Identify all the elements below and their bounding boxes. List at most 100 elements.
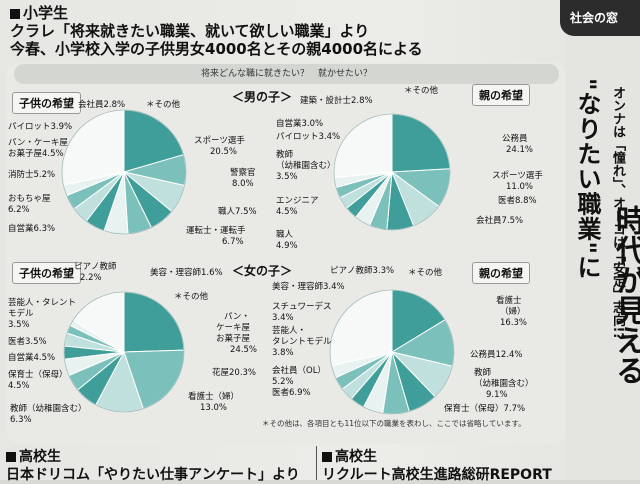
pie-outline	[61, 109, 187, 235]
footnote: ＊その他は、各項目とも11位以下の職業を表わし、ここでは省略しています。	[262, 419, 526, 428]
label: 消防士5.2%	[8, 170, 56, 180]
label: ピアノ教師3.3%	[330, 266, 395, 276]
label: 13.0%	[200, 403, 228, 413]
pie-slice	[329, 289, 393, 367]
article-title-vertical: "なりたい職業"に	[573, 78, 601, 281]
label: 16.3%	[500, 318, 528, 328]
square-bullet-icon	[10, 8, 20, 19]
label: エンジニア	[276, 196, 319, 206]
right-column	[566, 0, 640, 480]
tag-child-girls: 子供の希望	[12, 262, 81, 284]
section-boys: ＜男の子＞	[232, 90, 293, 104]
label: モデル	[8, 309, 34, 319]
survey-source: クラレ「将来就きたい職業、就いて欲しい職業」より	[10, 22, 370, 40]
label: パイロット3.9%	[8, 122, 73, 132]
label: 美容・理容師3.4%	[272, 282, 345, 292]
label: 芸能人・	[272, 326, 307, 336]
tag-parent-girls: 親の希望	[472, 262, 530, 284]
label: 3.4%	[272, 313, 294, 323]
bottom-heading-left: 高校生	[6, 446, 61, 466]
square-bullet-icon	[322, 452, 332, 462]
label: ＊その他	[408, 268, 443, 278]
label: お菓子屋4.5%	[8, 149, 64, 159]
pie-outline	[333, 113, 451, 231]
label: スチュワーデス	[272, 302, 332, 312]
label: 6.2%	[8, 205, 30, 215]
label: 職人	[276, 230, 294, 240]
panel-question: 将来どんな職に就きたい？ 就かせたい？	[14, 64, 559, 84]
label: ケーキ屋	[216, 323, 251, 333]
label: 教師	[276, 150, 294, 160]
label: 3.5%	[8, 320, 30, 330]
label: タレントモデル	[272, 337, 332, 347]
label: 会社員2.8%	[78, 100, 126, 110]
label: スポーツ選手	[492, 171, 543, 181]
label: 教師（幼稚園含む）	[10, 404, 87, 414]
label: パン・	[224, 312, 250, 322]
label: 8.0%	[232, 179, 254, 189]
column-tag: 社会の窓	[560, 0, 640, 36]
label: 医者6.9%	[272, 388, 311, 398]
label: ピアノ教師	[74, 262, 117, 272]
label: 美容・理容師1.6%	[150, 268, 223, 278]
survey-description: 今春、小学校入学の子供男女4000名とその親4000名による	[10, 40, 423, 58]
label: 公務員	[502, 134, 528, 144]
pie-slice	[333, 113, 393, 179]
bottom-heading-left-text: 高校生	[19, 449, 61, 465]
label: 会社員（OL）	[272, 366, 326, 376]
label: 20.5%	[210, 147, 238, 157]
label: 24.1%	[506, 145, 534, 155]
label: 職人7.5%	[218, 207, 257, 217]
label: 3.5%	[276, 172, 298, 182]
label: 6.3%	[10, 415, 32, 425]
label: 会社員7.5%	[476, 216, 524, 226]
square-bullet-icon	[6, 452, 16, 462]
label: 医者3.5%	[8, 337, 47, 347]
pie-slice	[391, 113, 451, 173]
label: 保育士（保母）	[8, 370, 68, 380]
label: スポーツ選手	[194, 136, 245, 146]
label: ＊その他	[146, 100, 181, 110]
label: （幼稚園含む）	[276, 161, 336, 171]
label: 教師	[474, 368, 492, 378]
label: ＊その他	[174, 292, 209, 302]
label: 6.7%	[222, 237, 244, 247]
label: （幼稚園含む）	[474, 379, 534, 389]
label: 24.5%	[230, 345, 258, 355]
label: 花屋20.3%	[212, 368, 257, 378]
tag-parent-boys: 親の希望	[472, 84, 530, 106]
section-girls: ＜女の子＞	[232, 264, 293, 278]
article-title-vertical-2: 時代が見える	[610, 205, 640, 385]
label: パイロット3.4%	[276, 132, 341, 142]
column-divider	[316, 446, 317, 480]
label: 医者8.8%	[498, 196, 537, 206]
bottom-heading-right-text: 高校生	[335, 449, 377, 465]
section-heading-text: 小学生	[23, 4, 69, 22]
label: 4.5%	[276, 207, 298, 217]
label: 公務員12.4%	[470, 350, 523, 360]
label: 4.5%	[8, 381, 30, 391]
bottom-heading-right: 高校生	[322, 446, 377, 466]
label: お菓子屋	[216, 334, 251, 344]
label: 2.2%	[80, 273, 102, 283]
label: 自営業4.5%	[8, 353, 56, 363]
label: 4.9%	[276, 241, 298, 251]
label: （婦）	[500, 307, 526, 317]
label: 建築・設計士2.8%	[300, 96, 373, 106]
label: パン・ケーキ屋	[8, 138, 68, 148]
label: 3.8%	[272, 348, 294, 358]
label: 11.0%	[506, 182, 534, 192]
tag-child-boys: 子供の希望	[12, 92, 81, 114]
label: ＊その他	[404, 86, 439, 96]
bottom-source-right: リクルート高校生進路総研REPORT	[322, 467, 552, 483]
label: 自営業3.0%	[276, 119, 324, 129]
label: 芸能人・タレント	[8, 298, 77, 308]
pie-outline	[63, 291, 185, 413]
pie-outline	[329, 289, 455, 415]
label: おもちゃ屋	[8, 194, 51, 204]
label: 運転士・運転手	[186, 226, 246, 236]
section-heading: 小学生	[10, 2, 68, 23]
label: 看護士（婦）	[188, 392, 240, 402]
bottom-source-left: 日本ドリコム「やりたい仕事アンケート」より	[6, 467, 300, 483]
